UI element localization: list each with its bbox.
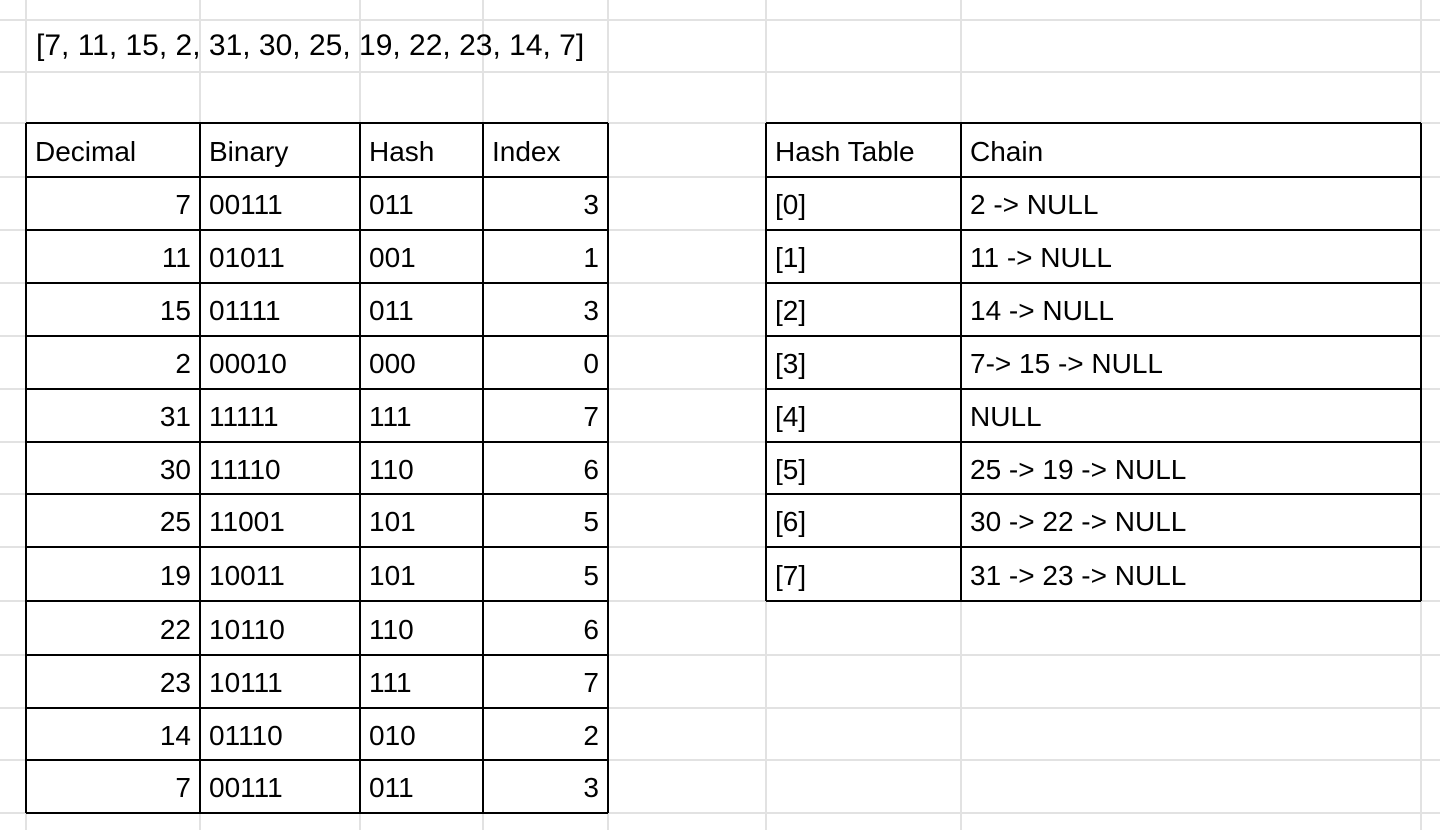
index-cell[interactable]: 3 (583, 772, 599, 803)
index-cell[interactable]: 3 (583, 295, 599, 326)
header-chain[interactable]: Chain (970, 135, 1044, 167)
decimal-cell[interactable]: 11 (161, 242, 191, 273)
decimal-cell[interactable]: 7 (175, 772, 191, 803)
header-index[interactable]: Index (492, 135, 561, 167)
chain-cell[interactable]: 30 -> 22 -> NULL (970, 506, 1187, 537)
binary-cell[interactable]: 01110 (209, 719, 283, 751)
array-text-cell[interactable]: [7, 11, 15, 2, 31, 30, 25, 19, 22, 23, 1… (36, 29, 585, 62)
index-cell[interactable]: 7 (583, 401, 599, 432)
binary-cell[interactable]: 10111 (209, 667, 283, 698)
hash-cell[interactable]: 011 (369, 295, 414, 326)
chain-cell[interactable]: 31 -> 23 -> NULL (970, 559, 1187, 591)
index-cell[interactable]: 5 (583, 559, 599, 591)
decimal-cell[interactable]: 22 (159, 613, 191, 645)
decimal-cell[interactable]: 14 (159, 719, 191, 751)
bucket-index-cell[interactable]: [1] (775, 242, 807, 273)
index-cell[interactable]: 5 (583, 506, 599, 537)
binary-cell[interactable]: 00111 (209, 189, 283, 220)
binary-cell[interactable]: 11110 (209, 453, 281, 485)
index-cell[interactable]: 0 (583, 348, 599, 379)
hash-cell[interactable]: 110 (369, 453, 414, 485)
bucket-index-cell[interactable]: [3] (775, 348, 807, 379)
binary-cell[interactable]: 00111 (209, 772, 283, 803)
hash-cell[interactable]: 010 (369, 719, 416, 751)
header-decimal[interactable]: Decimal (35, 135, 137, 167)
bucket-index-cell[interactable]: [4] (775, 401, 807, 432)
index-cell[interactable]: 2 (583, 719, 599, 751)
binary-cell[interactable]: 01011 (209, 242, 285, 273)
hash-cell[interactable]: 011 (369, 189, 414, 220)
chain-cell[interactable]: 2 -> NULL (970, 189, 1099, 220)
decimal-cell[interactable]: 30 (159, 453, 191, 485)
chain-cell[interactable]: 11 -> NULL (970, 242, 1112, 273)
bucket-index-cell[interactable]: [0] (775, 189, 807, 220)
index-cell[interactable]: 1 (583, 242, 599, 273)
chain-cell[interactable]: 7-> 15 -> NULL (970, 348, 1163, 379)
index-cell[interactable]: 3 (583, 189, 599, 220)
hash-cell[interactable]: 101 (369, 559, 416, 591)
binary-cell[interactable]: 10011 (209, 559, 285, 591)
decimal-cell[interactable]: 15 (159, 295, 191, 326)
binary-cell[interactable]: 01111 (209, 295, 281, 326)
hash-cell[interactable]: 000 (369, 348, 416, 379)
chain-cell[interactable]: NULL (970, 401, 1042, 432)
chain-cell[interactable]: 25 -> 19 -> NULL (970, 453, 1187, 485)
index-cell[interactable]: 6 (583, 453, 599, 485)
bucket-index-cell[interactable]: [6] (775, 506, 807, 537)
chain-cell[interactable]: 14 -> NULL (970, 295, 1114, 326)
hash-cell[interactable]: 001 (369, 242, 416, 273)
decimal-cell[interactable]: 19 (159, 559, 191, 591)
bucket-index-cell[interactable]: [5] (775, 453, 807, 485)
index-cell[interactable]: 7 (583, 667, 599, 698)
decimal-cell[interactable]: 31 (159, 401, 191, 432)
bucket-index-cell[interactable]: [7] (775, 559, 807, 591)
binary-cell[interactable]: 11001 (209, 506, 285, 537)
decimal-cell[interactable]: 25 (159, 506, 191, 537)
decimal-cell[interactable]: 7 (175, 189, 191, 220)
hash-cell[interactable]: 111 (369, 667, 412, 698)
decimal-cell[interactable]: 2 (175, 348, 191, 379)
bucket-index-cell[interactable]: [2] (775, 295, 807, 326)
hash-cell[interactable]: 111 (369, 401, 412, 432)
header-binary[interactable]: Binary (209, 135, 289, 167)
hash-cell[interactable]: 110 (369, 613, 414, 645)
binary-cell[interactable]: 11111 (209, 401, 279, 432)
binary-cell[interactable]: 00010 (209, 348, 287, 379)
hash-cell[interactable]: 101 (369, 506, 416, 537)
hash-cell[interactable]: 011 (369, 772, 414, 803)
decimal-cell[interactable]: 23 (159, 667, 191, 698)
header-hash[interactable]: Hash (369, 135, 435, 167)
header-hash-table[interactable]: Hash Table (775, 135, 915, 167)
index-cell[interactable]: 6 (583, 613, 599, 645)
binary-cell[interactable]: 10110 (209, 613, 285, 645)
